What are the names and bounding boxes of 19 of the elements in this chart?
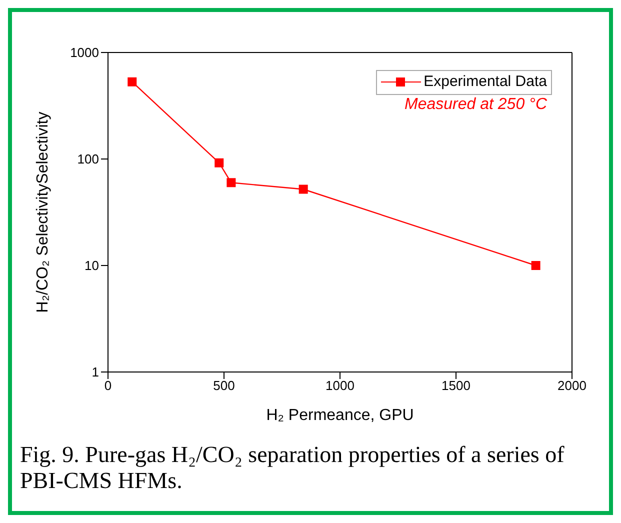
x-tick-label: 1000 bbox=[326, 378, 354, 394]
point bbox=[214, 158, 224, 168]
legend-label: Experimental Data bbox=[424, 73, 547, 90]
annotation: Measured at 250 °C bbox=[404, 96, 547, 114]
x-axis-title: H₂ Permeance, GPU bbox=[266, 407, 414, 424]
x-tick-label: 0 bbox=[104, 378, 112, 394]
y-tick-label: 1 bbox=[92, 364, 99, 380]
x-tick-label: 1500 bbox=[442, 378, 470, 394]
y-tick-label: 100 bbox=[77, 152, 99, 167]
x-tick-label: 500 bbox=[213, 378, 235, 394]
caption: Fig. 9. Pure-gas H₂/CO₂ separation properties of a series of PBI-CMS HFMs. bbox=[19, 442, 566, 494]
y-tick-label: 1000 bbox=[70, 45, 99, 60]
point bbox=[531, 261, 540, 270]
point bbox=[128, 77, 137, 86]
y-tick-label: 10 bbox=[84, 258, 99, 274]
point bbox=[298, 184, 308, 194]
x-tick-label: 2000 bbox=[558, 378, 586, 394]
y-axis-title: H₂/CO₂ SelectivitySelectivity bbox=[34, 112, 52, 313]
point bbox=[226, 178, 236, 188]
